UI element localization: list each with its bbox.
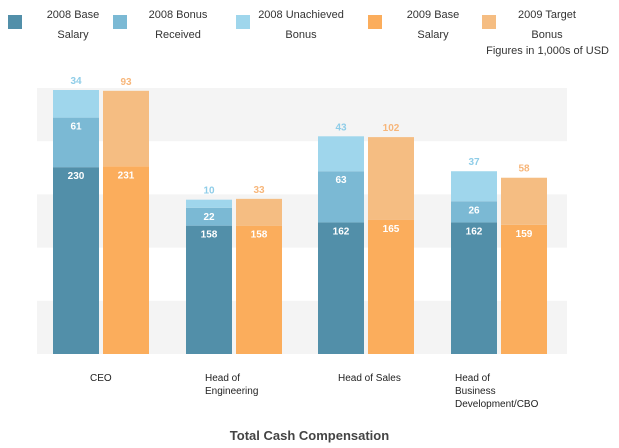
bar-segment xyxy=(368,219,414,354)
data-label: 63 xyxy=(335,175,347,186)
data-label: 26 xyxy=(468,205,480,216)
data-label: 22 xyxy=(203,212,215,223)
legend: 2008 Base Salary 2008 Bonus Received 2008 Un… xyxy=(0,0,619,50)
legend-label: 2008 Base Salary xyxy=(46,9,100,41)
data-label: 61 xyxy=(70,122,82,133)
data-label: 231 xyxy=(118,170,135,181)
bar-segment xyxy=(53,117,99,168)
data-label: 43 xyxy=(335,122,347,133)
category-label: CEO xyxy=(90,373,112,384)
legend-swatch xyxy=(368,15,382,29)
bar-segment xyxy=(103,90,149,167)
legend-label: 2009 Target Bonus xyxy=(518,9,576,41)
data-label: 10 xyxy=(203,186,215,197)
data-label: 158 xyxy=(251,230,268,241)
data-label: 37 xyxy=(468,157,480,168)
legend-swatch xyxy=(113,15,127,29)
bar-segment xyxy=(53,90,99,118)
category-label: Head of Sales xyxy=(338,373,401,384)
data-label: 102 xyxy=(383,123,400,134)
legend-swatch xyxy=(482,15,496,29)
data-label: 162 xyxy=(466,226,483,237)
data-label: 58 xyxy=(518,164,530,175)
bar-segment xyxy=(53,167,99,354)
data-label: 230 xyxy=(68,171,85,182)
bar-segment xyxy=(368,137,414,220)
data-label: 34 xyxy=(70,76,82,87)
category-label: Head of Engineering xyxy=(205,373,259,397)
bar-segment xyxy=(103,166,149,354)
bar-segment xyxy=(186,199,232,208)
bar-segment xyxy=(318,222,364,354)
data-label: 158 xyxy=(201,230,218,241)
bar-segment xyxy=(236,198,282,226)
bar-segment xyxy=(451,171,497,202)
units-note: Figures in 1,000s of USD xyxy=(486,45,609,57)
legend-label: 2009 Base Salary xyxy=(406,9,460,41)
legend-label: 2008 Bonus Received xyxy=(148,9,208,41)
bar-segment xyxy=(451,201,497,223)
data-label: 93 xyxy=(120,77,132,88)
bar-segment xyxy=(318,171,364,223)
bar-segment xyxy=(186,207,232,226)
data-label: 33 xyxy=(253,185,265,196)
category-label: Head of Business Development/CBO xyxy=(455,373,539,410)
bar-segment xyxy=(501,224,547,354)
bar-segment xyxy=(186,225,232,354)
legend-swatch xyxy=(236,15,250,29)
legend-label: 2008 Unachieved Bonus xyxy=(258,9,344,41)
legend-swatch xyxy=(8,15,22,29)
bar-segment xyxy=(501,177,547,225)
bar-segment xyxy=(236,225,282,354)
bar-segment xyxy=(451,222,497,354)
data-label: 165 xyxy=(383,224,400,235)
data-label: 159 xyxy=(516,229,533,240)
chart-title: Total Cash Compensation xyxy=(229,428,390,443)
bar-segment xyxy=(318,136,364,172)
data-label: 162 xyxy=(333,226,350,237)
